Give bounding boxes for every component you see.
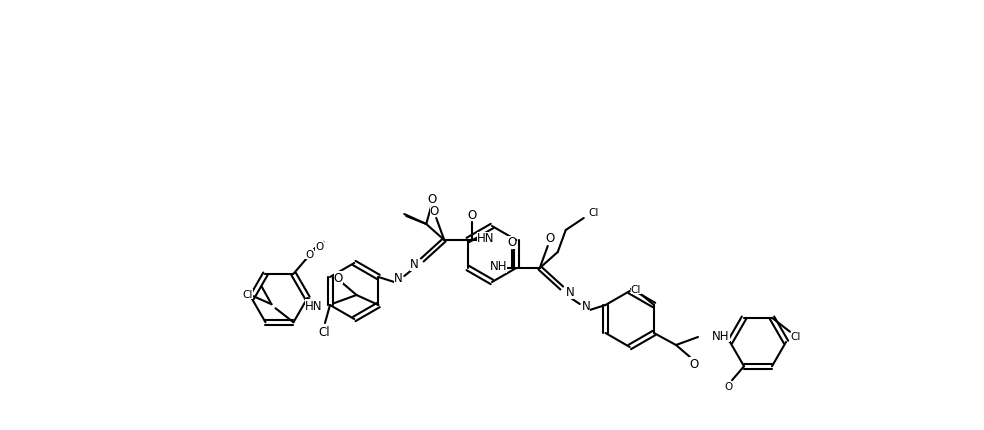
Text: O: O [334, 271, 343, 284]
Text: O: O [507, 236, 517, 249]
Text: NH: NH [712, 329, 729, 342]
Text: HN: HN [305, 299, 323, 312]
Text: Cl: Cl [318, 325, 330, 338]
Text: O: O [305, 249, 314, 259]
Text: N: N [582, 300, 590, 313]
Text: O: O [430, 204, 439, 217]
Text: Cl: Cl [242, 289, 253, 300]
Text: N: N [410, 258, 418, 271]
Text: Cl: Cl [588, 208, 599, 218]
Text: NH: NH [490, 260, 507, 273]
Text: O: O [316, 241, 324, 251]
Text: Cl: Cl [791, 331, 801, 341]
Text: O: O [724, 381, 732, 391]
Text: N: N [566, 286, 574, 299]
Text: O: O [428, 192, 437, 205]
Text: HN: HN [477, 232, 494, 245]
Text: O: O [690, 356, 699, 370]
Text: N: N [394, 272, 402, 285]
Text: O: O [467, 208, 477, 221]
Text: O: O [545, 232, 554, 245]
Text: Cl: Cl [631, 284, 642, 294]
